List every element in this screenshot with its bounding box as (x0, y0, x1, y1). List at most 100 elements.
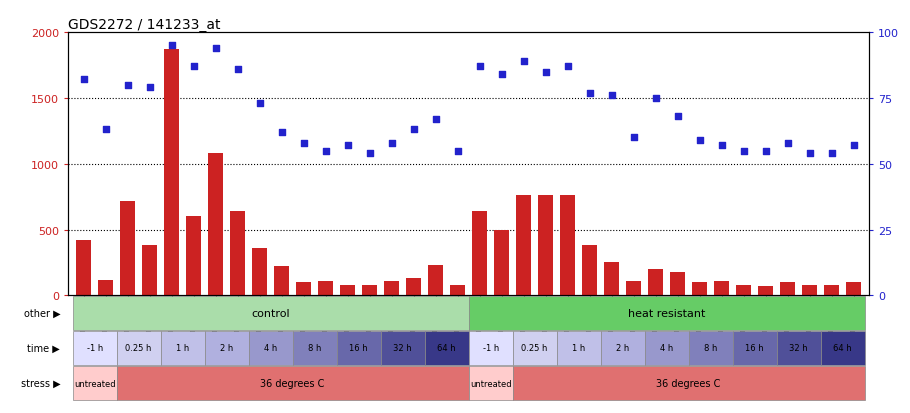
Bar (472, 211, 488, 296)
Point (429, 116, 443, 123)
Point (384, 140, 399, 147)
Point (693, 138, 707, 144)
FancyBboxPatch shape (557, 331, 601, 365)
Bar (120, 201, 136, 296)
FancyBboxPatch shape (469, 296, 864, 330)
FancyBboxPatch shape (73, 331, 116, 365)
Text: 32 h: 32 h (393, 344, 412, 353)
Text: 4 h: 4 h (264, 344, 278, 353)
FancyBboxPatch shape (380, 331, 425, 365)
Point (142, 85, 157, 91)
Point (582, 90, 597, 97)
Point (714, 142, 729, 149)
Point (275, 130, 289, 136)
Text: 36 degrees C: 36 degrees C (656, 378, 721, 388)
Bar (450, 285, 465, 296)
Bar (384, 281, 399, 296)
Point (297, 140, 311, 147)
Point (781, 140, 795, 147)
Point (824, 150, 839, 157)
Point (626, 135, 641, 141)
Bar (406, 278, 421, 296)
Text: control: control (251, 308, 290, 318)
FancyBboxPatch shape (689, 331, 733, 365)
Text: 1 h: 1 h (176, 344, 189, 353)
Text: -1 h: -1 h (86, 344, 103, 353)
FancyBboxPatch shape (469, 366, 512, 400)
Point (340, 142, 355, 149)
Bar (142, 246, 157, 296)
Bar (494, 230, 510, 296)
Point (252, 101, 267, 107)
FancyBboxPatch shape (644, 331, 689, 365)
Point (736, 148, 751, 154)
Bar (692, 282, 707, 296)
Bar (648, 269, 663, 296)
Bar (76, 240, 91, 296)
Point (803, 150, 817, 157)
Bar (362, 285, 378, 296)
FancyBboxPatch shape (469, 331, 512, 365)
Text: 2 h: 2 h (220, 344, 233, 353)
FancyBboxPatch shape (116, 331, 161, 365)
Bar (340, 285, 355, 296)
Text: 64 h: 64 h (834, 344, 852, 353)
Point (758, 148, 773, 154)
Point (165, 43, 179, 50)
Text: 0.25 h: 0.25 h (521, 344, 548, 353)
Point (450, 148, 465, 154)
FancyBboxPatch shape (512, 366, 864, 400)
Bar (670, 272, 685, 296)
Point (561, 64, 575, 71)
Text: untreated: untreated (74, 379, 116, 387)
Point (98, 127, 113, 133)
Point (648, 95, 662, 102)
Bar (802, 285, 817, 296)
Text: 16 h: 16 h (349, 344, 368, 353)
Bar (208, 154, 223, 296)
Bar (846, 282, 862, 296)
Text: -1 h: -1 h (482, 344, 499, 353)
FancyBboxPatch shape (116, 366, 469, 400)
Text: 4 h: 4 h (660, 344, 673, 353)
Point (846, 142, 861, 149)
FancyBboxPatch shape (512, 331, 557, 365)
FancyBboxPatch shape (337, 331, 380, 365)
FancyBboxPatch shape (425, 331, 469, 365)
Point (604, 93, 619, 100)
Text: 1 h: 1 h (572, 344, 585, 353)
Bar (582, 246, 597, 296)
Text: stress ▶: stress ▶ (21, 378, 60, 388)
Text: 8 h: 8 h (704, 344, 717, 353)
Text: GDS2272 / 141233_at: GDS2272 / 141233_at (68, 18, 221, 32)
Bar (824, 285, 839, 296)
Point (494, 72, 509, 78)
Bar (428, 266, 443, 296)
FancyBboxPatch shape (205, 331, 248, 365)
Text: 8 h: 8 h (308, 344, 321, 353)
Point (120, 82, 135, 89)
Bar (164, 50, 179, 296)
Bar (714, 281, 729, 296)
Bar (516, 196, 531, 296)
Text: heat resistant: heat resistant (628, 308, 705, 318)
Point (318, 148, 333, 154)
Bar (604, 263, 620, 296)
Bar (230, 211, 246, 296)
Point (539, 69, 553, 76)
Bar (758, 286, 774, 296)
Point (208, 45, 223, 52)
Text: 64 h: 64 h (438, 344, 456, 353)
Bar (98, 280, 114, 296)
FancyBboxPatch shape (293, 331, 337, 365)
Text: 32 h: 32 h (789, 344, 808, 353)
Text: 2 h: 2 h (616, 344, 630, 353)
Point (187, 64, 201, 71)
Text: 36 degrees C: 36 degrees C (260, 378, 325, 388)
Bar (626, 281, 642, 296)
Bar (736, 285, 752, 296)
Point (671, 114, 685, 120)
Bar (252, 248, 268, 296)
FancyBboxPatch shape (73, 366, 116, 400)
Point (230, 66, 245, 73)
